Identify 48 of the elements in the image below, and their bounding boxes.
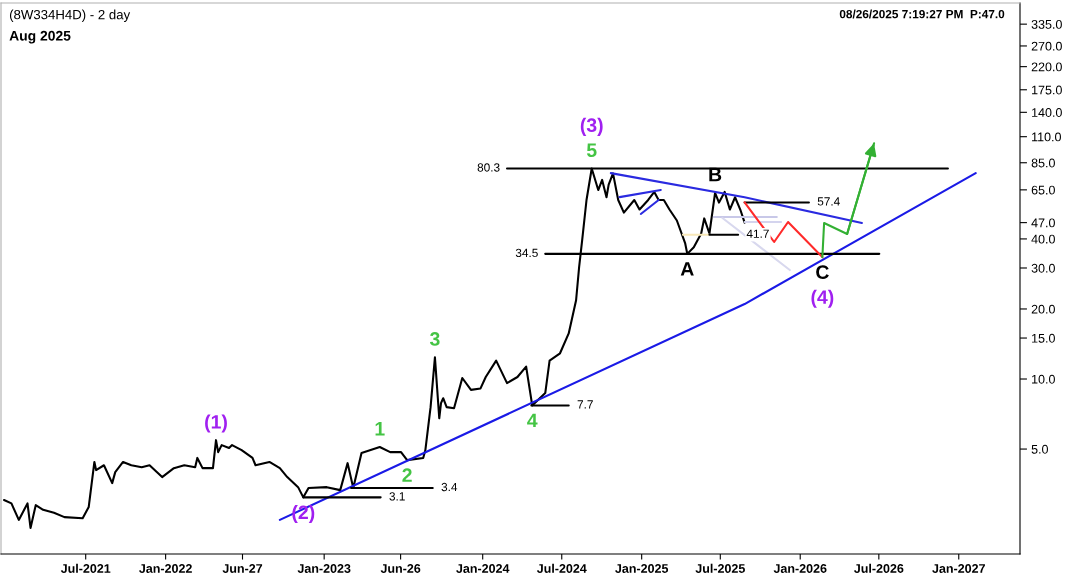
x-tick-label: Jan-2025 [615, 564, 669, 573]
annotation: C [816, 265, 829, 280]
annotation: (1) [205, 414, 227, 433]
y-tick-label: 65.0 [1031, 185, 1055, 195]
x-tick-label: Jul-2025 [695, 563, 745, 573]
x-tick-label: Jan-2027 [932, 564, 985, 573]
data-label: 80.3 [477, 163, 500, 172]
y-tick-label: 30.0 [1031, 263, 1055, 273]
data-label: 57.4 [817, 197, 840, 206]
data-label: 3.4 [441, 482, 458, 492]
x-tick-label: Jun-27 [222, 564, 263, 573]
x-tick-label: Jun-26 [380, 564, 421, 573]
annotation: (3) [580, 117, 603, 136]
y-tick-label: 47.0 [1031, 218, 1055, 228]
data-label: 3.1 [389, 492, 405, 501]
annotation: A [680, 262, 694, 276]
x-tick-label: Jan-2024 [456, 564, 510, 573]
y-tick-label: 140.0 [1032, 108, 1062, 117]
annotation: (2) [292, 504, 315, 524]
annotation: (4) [811, 289, 834, 308]
y-tick-label: 220.0 [1031, 62, 1062, 72]
x-tick-label: Jul-2026 [854, 563, 904, 573]
annotation: 1 [375, 422, 385, 436]
annotation: 4 [527, 413, 538, 428]
annotation: 08/26/2025 7:19:27 PM P:47.0 [839, 9, 1005, 19]
annotation: 2 [402, 468, 412, 482]
y-tick-label: 85.0 [1031, 158, 1055, 168]
y-tick-label: 175.0 [1032, 85, 1062, 95]
y-tick-label: 20.0 [1031, 304, 1055, 314]
text: Aug 2025 [9, 30, 71, 44]
x-tick-label: Jan-2023 [297, 564, 351, 573]
y-tick-label: 110.0 [1032, 132, 1061, 142]
y-tick-label: 40.0 [1031, 234, 1055, 244]
data-label: 34.5 [515, 248, 538, 258]
x-tick-label: Jul-2021 [60, 563, 111, 573]
y-tick-label: 15.0 [1032, 333, 1055, 343]
x-tick-label: Jan-2026 [773, 564, 827, 573]
y-tick-label: 270.0 [1031, 41, 1062, 51]
data-label: 7.7 [577, 400, 593, 409]
annotation: 5 [586, 143, 597, 158]
y-tick-label: 5.0 [1031, 444, 1048, 454]
data-label: 41.7 [746, 229, 769, 238]
annotation: 3 [429, 332, 440, 346]
y-tick-label: 10.0 [1032, 374, 1055, 384]
x-tick-label: Jul-2024 [536, 563, 587, 573]
y-tick-label: 335.0 [1031, 19, 1062, 29]
chart-title: (8W334H4D) - 2 day [9, 9, 131, 22]
x-tick-label: Jan-2022 [139, 564, 192, 573]
